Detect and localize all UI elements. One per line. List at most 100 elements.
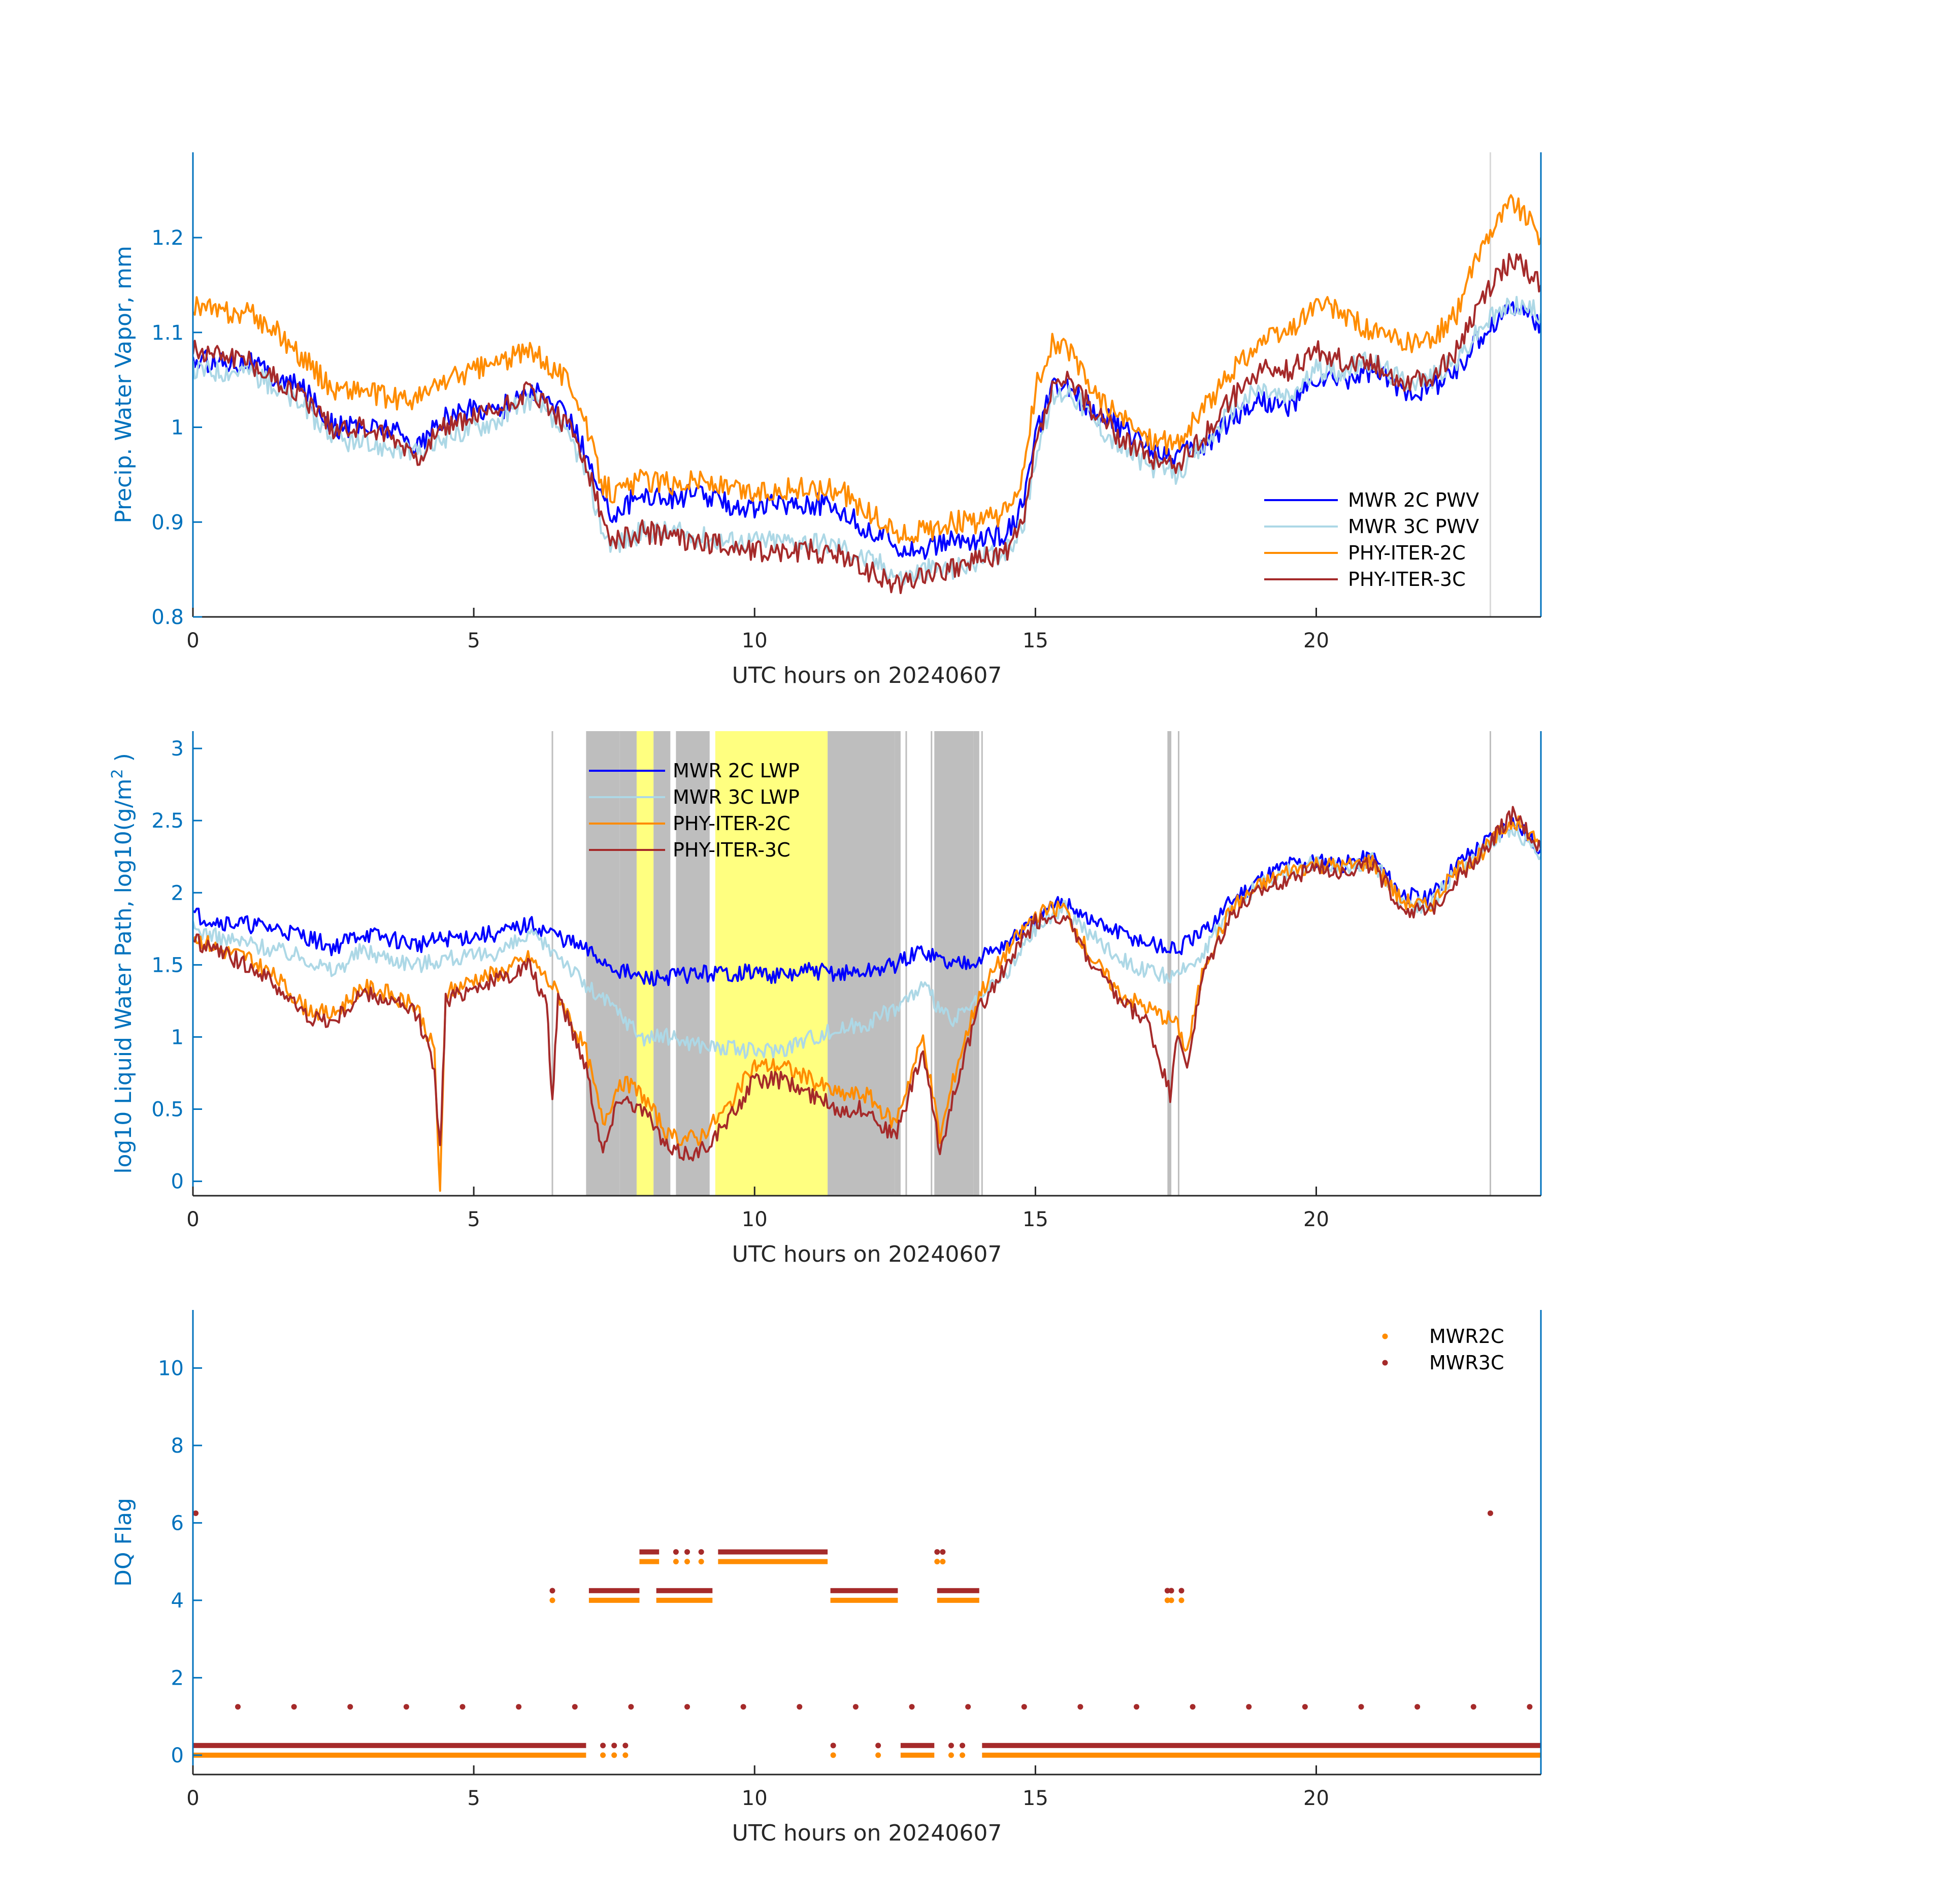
y-tick-label: 2.5 (151, 809, 184, 833)
x-tick-label: 0 (186, 629, 199, 652)
flag-point-38 (1358, 1704, 1364, 1710)
flag-point-22 (459, 1704, 466, 1710)
x-tick-label: 5 (467, 1787, 480, 1810)
y-tick-label: 1.1 (151, 321, 184, 345)
y-tick-label: 1.5 (151, 954, 184, 977)
flag-point-12 (960, 1743, 966, 1749)
flag-point-3 (1178, 1588, 1184, 1594)
flag-point-39 (1414, 1704, 1421, 1710)
flag-point-2 (549, 1588, 555, 1594)
flag-run-2 (900, 1752, 935, 1758)
flag-point-6 (600, 1743, 606, 1749)
flag-point-5 (1168, 1588, 1174, 1594)
flag-run-6 (937, 1588, 979, 1593)
series-mwr3c (193, 1510, 1541, 1749)
series-line-phy-iter-3c (193, 806, 1541, 1162)
x-tick-label: 10 (742, 1787, 768, 1810)
flag-point-29 (852, 1704, 859, 1710)
flag-run-0 (193, 1752, 586, 1758)
flag-point-37 (1302, 1704, 1308, 1710)
flag-point-9 (948, 1752, 954, 1758)
flag-point-33 (1077, 1704, 1083, 1710)
legend-label: MWR2C (1429, 1325, 1504, 1348)
y-axis-label: DQ Flag (111, 1498, 137, 1587)
flag-point-8 (875, 1752, 881, 1758)
flag-point-0 (193, 1510, 199, 1516)
panel-1: 0 5 10 15 20 0.8 0.9 1 1.1 1.2 UTC hours on 202406… (111, 152, 1542, 688)
flag-point-19 (291, 1704, 297, 1710)
panel-3: 0 5 10 15 20 0 2 4 6 8 10 UTC hours on 20240607 DQ F… (111, 1310, 1542, 1846)
legend-label: MWR 3C LWP (673, 786, 800, 808)
x-tick-label: 0 (186, 1787, 199, 1810)
legend-2: MWR 2C LWP MWR 3C LWP PHY-ITER-2C PHY-ITER-… (589, 760, 800, 861)
flag-point-9 (830, 1743, 836, 1749)
flag-point-25 (628, 1704, 634, 1710)
flag-run-5 (830, 1597, 898, 1603)
x-tick-label: 15 (1023, 1787, 1048, 1810)
legend-label: PHY-ITER-3C (673, 839, 791, 861)
gray-flag-band-1 (619, 731, 637, 1196)
flag-run-6 (937, 1597, 979, 1603)
y-tick-label: 1.2 (151, 226, 184, 250)
y-tick-label: 1 (171, 1026, 184, 1049)
flag-point-1 (1487, 1510, 1493, 1516)
flag-run-8 (718, 1549, 828, 1555)
plot-area-2 (193, 731, 1541, 1196)
legend-label: PHY-ITER-2C (1348, 542, 1466, 564)
x-axis-label: UTC hours on 20240607 (732, 1820, 1002, 1846)
flag-point-10 (875, 1743, 881, 1749)
flag-point-15 (698, 1549, 704, 1555)
flag-point-3 (1168, 1597, 1174, 1603)
flag-point-41 (1527, 1704, 1533, 1710)
y-tick-label: 1 (171, 416, 184, 440)
legend-swatch (1382, 1333, 1388, 1339)
flag-point-36 (1246, 1704, 1252, 1710)
flag-point-1 (1178, 1597, 1184, 1603)
legend-swatch (1382, 1360, 1388, 1366)
flag-run-1 (982, 1743, 1541, 1748)
y-tick-label: 4 (171, 1589, 184, 1613)
y-tick-label: 3 (171, 737, 184, 761)
y-tick-label: 2 (171, 881, 184, 905)
y-tick-label: 10 (158, 1357, 184, 1380)
flag-run-7 (639, 1549, 660, 1555)
plot-area-3 (193, 1510, 1541, 1758)
gray-flag-band-8 (1167, 731, 1172, 1196)
legend-label: PHY-ITER-2C (673, 812, 791, 835)
flag-run-8 (718, 1559, 828, 1564)
flag-point-23 (516, 1704, 522, 1710)
flag-point-12 (684, 1559, 690, 1565)
flag-run-1 (982, 1752, 1541, 1758)
y-tick-label: 0 (171, 1744, 184, 1767)
flag-run-7 (639, 1559, 660, 1564)
x-axis-label: UTC hours on 20240607 (732, 1241, 1002, 1267)
flag-run-5 (830, 1588, 898, 1593)
legend-1: MWR 2C PWV MWR 3C PWV PHY-ITER-2C PHY-ITER-… (1264, 489, 1479, 590)
flag-run-4 (656, 1588, 713, 1593)
yellow-flag-band-0 (636, 731, 654, 1196)
flag-run-0 (193, 1743, 586, 1748)
y-tick-label: 2 (171, 1666, 184, 1690)
flag-point-4 (1164, 1588, 1170, 1594)
series-line-mwr-2c-pwv (193, 300, 1541, 560)
flag-point-8 (622, 1743, 629, 1749)
flag-point-15 (940, 1559, 946, 1565)
flag-point-30 (909, 1704, 915, 1710)
flag-point-14 (684, 1549, 690, 1555)
legend-label: MWR 2C PWV (1348, 489, 1479, 511)
flag-point-31 (965, 1704, 971, 1710)
flag-run-3 (588, 1588, 640, 1593)
y-tick-label: 0.9 (151, 511, 184, 534)
legend-3: MWR2C MWR3C (1382, 1325, 1504, 1374)
flag-point-11 (948, 1743, 954, 1749)
legend-label: MWR 3C PWV (1348, 515, 1479, 538)
flag-point-2 (1164, 1597, 1170, 1603)
flag-point-18 (235, 1704, 241, 1710)
flag-point-17 (940, 1549, 946, 1555)
series-mwr2c (193, 1559, 1541, 1758)
x-tick-label: 0 (186, 1208, 199, 1231)
flag-point-27 (740, 1704, 746, 1710)
flag-point-40 (1470, 1704, 1476, 1710)
plot-area-1 (193, 152, 1541, 617)
